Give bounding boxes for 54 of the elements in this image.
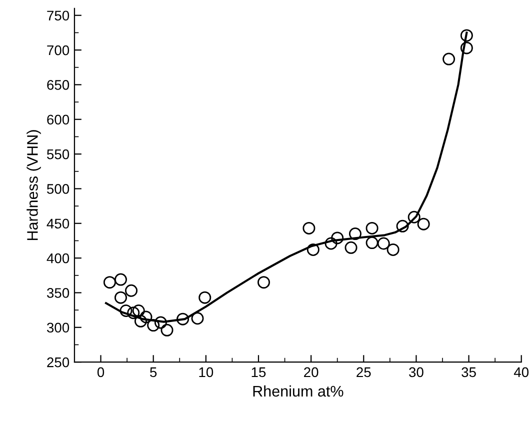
point bbox=[377, 237, 390, 250]
point bbox=[344, 241, 358, 254]
y-tick-label: 350 bbox=[46, 288, 70, 298]
point bbox=[160, 324, 174, 336]
point bbox=[257, 276, 270, 289]
point bbox=[147, 319, 160, 332]
x-tick-label: 0 bbox=[97, 367, 104, 378]
y-tick-label: 300 bbox=[46, 322, 70, 333]
point bbox=[442, 52, 456, 66]
point bbox=[460, 29, 473, 42]
x-tick-label: 25 bbox=[356, 367, 371, 378]
y-tick-label: 650 bbox=[47, 80, 70, 90]
point bbox=[154, 316, 167, 329]
x-tick-label: 30 bbox=[409, 367, 424, 378]
point bbox=[114, 273, 127, 286]
point bbox=[198, 291, 212, 304]
y-tick-label: 450 bbox=[46, 218, 70, 229]
x-tick-label: 10 bbox=[199, 367, 214, 378]
x-tick-label: 5 bbox=[150, 367, 157, 378]
point bbox=[366, 236, 378, 250]
point bbox=[120, 304, 132, 317]
point bbox=[125, 284, 138, 297]
y-axis-title: Hardness (VHN) bbox=[26, 130, 41, 240]
point bbox=[134, 314, 147, 328]
point bbox=[460, 42, 473, 54]
point bbox=[132, 304, 145, 317]
point bbox=[408, 210, 420, 224]
point bbox=[191, 312, 204, 325]
point bbox=[114, 291, 127, 304]
y-tick-label: 500 bbox=[47, 184, 70, 194]
x-axis-title: Rhenium at% bbox=[253, 385, 344, 397]
point bbox=[366, 222, 378, 234]
y-tick-label: 700 bbox=[47, 45, 70, 56]
point bbox=[331, 232, 344, 244]
x-tick-label: 35 bbox=[462, 367, 476, 378]
point bbox=[324, 237, 338, 250]
point bbox=[140, 310, 152, 324]
point bbox=[103, 276, 116, 289]
point bbox=[396, 220, 409, 232]
y-tick-label: 550 bbox=[47, 149, 70, 160]
y-tick-label: 750 bbox=[47, 10, 70, 21]
y-tick-label: 250 bbox=[47, 357, 70, 368]
point bbox=[417, 218, 430, 230]
point bbox=[176, 312, 190, 326]
x-tick-label: 40 bbox=[514, 367, 529, 378]
x-tick-label: 20 bbox=[304, 367, 318, 378]
point bbox=[386, 243, 400, 256]
x-tick-label: 15 bbox=[252, 367, 266, 378]
point bbox=[348, 228, 362, 240]
y-tick-label: 400 bbox=[46, 253, 70, 264]
point bbox=[306, 243, 320, 256]
point bbox=[127, 306, 140, 320]
point bbox=[302, 222, 316, 234]
y-tick-label: 600 bbox=[47, 114, 70, 125]
